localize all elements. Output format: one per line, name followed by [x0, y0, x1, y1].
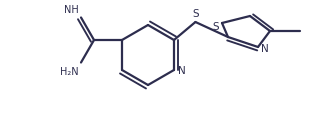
Text: NH: NH	[64, 5, 79, 15]
Text: H₂N: H₂N	[60, 66, 79, 76]
Text: N: N	[261, 44, 269, 54]
Text: S: S	[192, 9, 199, 19]
Text: N: N	[178, 65, 186, 75]
Text: S: S	[212, 22, 219, 32]
